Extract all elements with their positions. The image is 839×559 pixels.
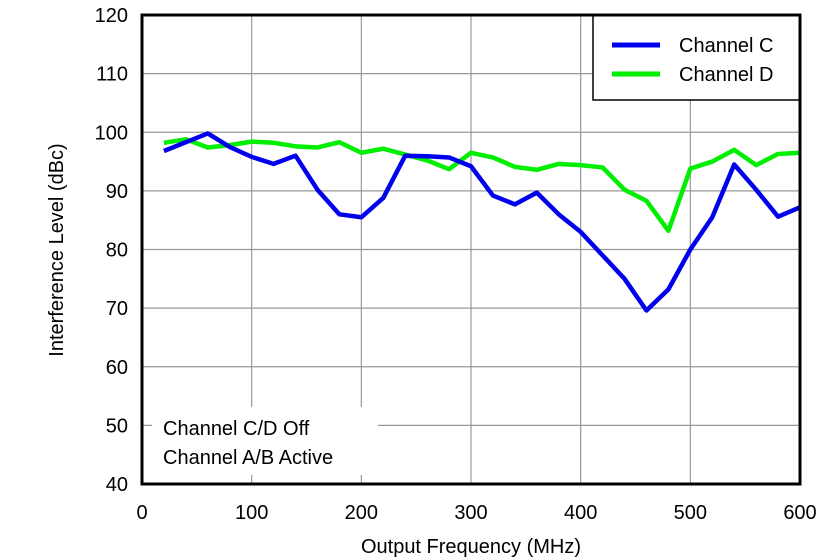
x-tick-label: 0 — [136, 502, 147, 524]
plot-frame — [140, 13, 802, 486]
y-tick-label: 70 — [106, 298, 128, 320]
y-tick-label: 110 — [96, 64, 128, 86]
y-tick-label: 60 — [106, 357, 128, 379]
legend-label-channel-c: Channel C — [679, 35, 774, 57]
series-line-channel-c — [163, 131, 801, 313]
y-tick-label: 50 — [106, 415, 128, 437]
legend-label-channel-d: Channel D — [679, 64, 774, 86]
x-tick-label: 500 — [674, 502, 707, 524]
x-tick-label: 400 — [564, 502, 597, 524]
series-lines — [163, 131, 801, 313]
series-line-channel-d — [163, 137, 801, 233]
annotation-line-2: Channel A/B Active — [163, 447, 333, 469]
y-tick-label: 80 — [106, 240, 128, 262]
tick-labels: 0 100 200 300 400 500 600 40 50 60 70 80 90 100 110 120 — [95, 5, 817, 524]
y-tick-label: 100 — [95, 122, 128, 144]
annotation-box — [152, 407, 378, 475]
y-axis-label: Interference Level (dBc) — [46, 143, 68, 356]
x-tick-label: 100 — [235, 502, 268, 524]
legend: Channel C Channel D — [592, 14, 801, 101]
y-tick-label: 40 — [106, 474, 128, 496]
y-tick-label: 120 — [95, 5, 128, 27]
y-tick-label: 90 — [106, 181, 128, 203]
x-axis-label: Output Frequency (MHz) — [361, 536, 581, 558]
legend-box — [592, 14, 801, 101]
x-tick-label: 200 — [345, 502, 378, 524]
x-tick-label: 600 — [783, 502, 816, 524]
annotation-line-1: Channel C/D Off — [163, 418, 310, 440]
x-tick-label: 300 — [454, 502, 487, 524]
